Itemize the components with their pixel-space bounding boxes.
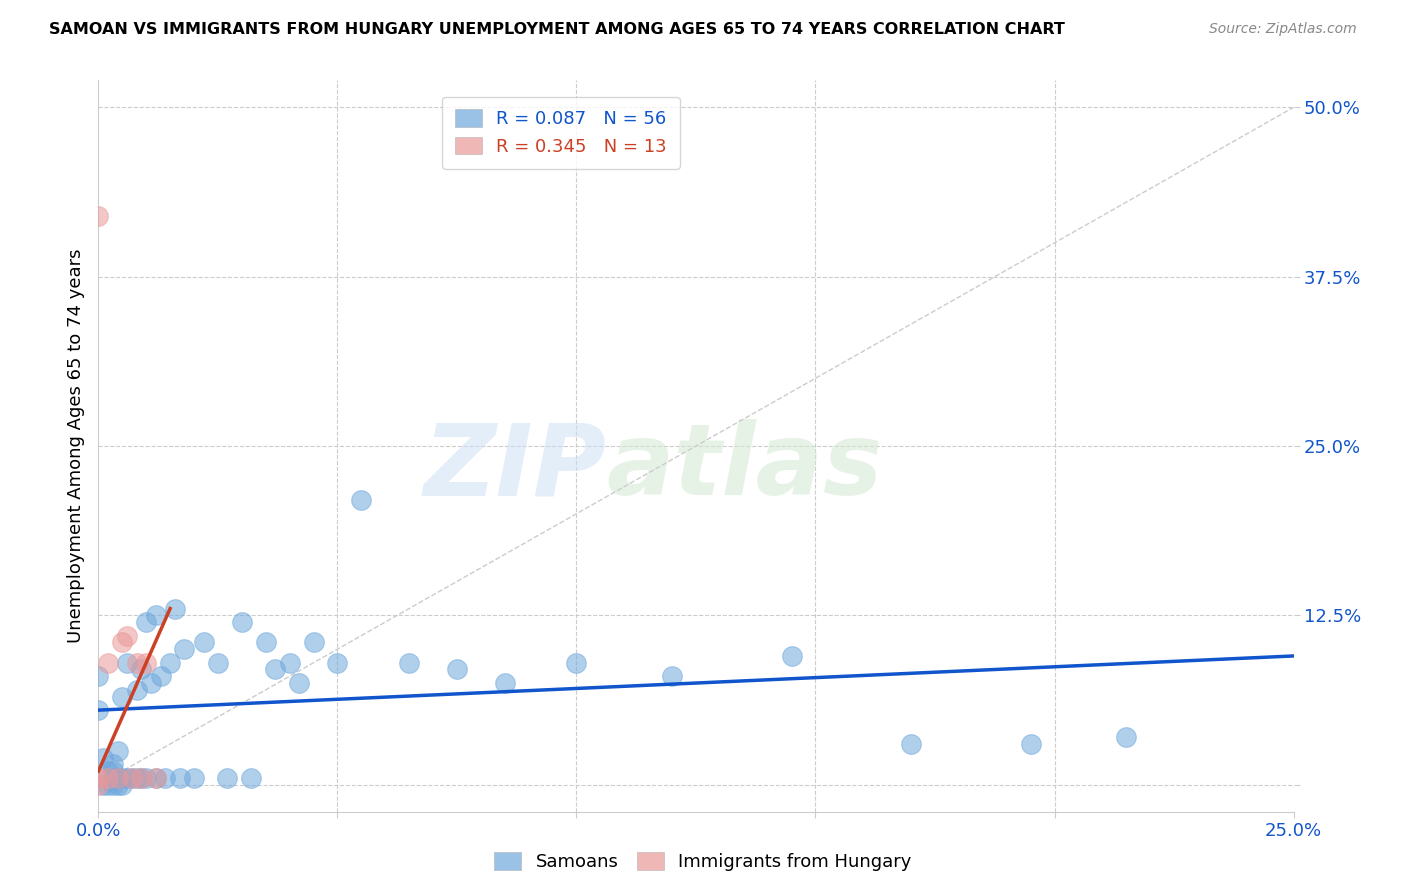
Point	[193, 635, 215, 649]
Point	[169, 771, 191, 785]
Point	[87, 209, 110, 223]
Point	[97, 778, 120, 792]
Text: ZIP: ZIP	[423, 419, 606, 516]
Point	[254, 635, 277, 649]
Point	[107, 744, 129, 758]
Point	[163, 601, 186, 615]
Point	[107, 771, 129, 785]
Point	[87, 778, 110, 792]
Point	[91, 750, 114, 764]
Point	[183, 771, 205, 785]
Point	[125, 656, 148, 670]
Point	[131, 771, 153, 785]
Point	[446, 663, 468, 677]
Point	[240, 771, 263, 785]
Point	[131, 663, 153, 677]
Point	[326, 656, 349, 670]
Legend: R = 0.087   N = 56, R = 0.345   N = 13: R = 0.087 N = 56, R = 0.345 N = 13	[441, 96, 679, 169]
Point	[278, 656, 301, 670]
Point	[115, 629, 138, 643]
Point	[159, 656, 181, 670]
Point	[149, 669, 172, 683]
Point	[139, 676, 162, 690]
Point	[131, 771, 153, 785]
Point	[494, 676, 516, 690]
Point	[900, 737, 922, 751]
Point	[91, 778, 114, 792]
Point	[107, 778, 129, 792]
Point	[101, 778, 124, 792]
Point	[780, 648, 803, 663]
Point	[565, 656, 588, 670]
Point	[398, 656, 420, 670]
Point	[288, 676, 311, 690]
Text: atlas: atlas	[606, 419, 883, 516]
Point	[115, 771, 138, 785]
Point	[97, 771, 120, 785]
Point	[97, 764, 120, 778]
Point	[97, 656, 120, 670]
Point	[231, 615, 253, 629]
Point	[111, 690, 134, 704]
Point	[155, 771, 177, 785]
Text: SAMOAN VS IMMIGRANTS FROM HUNGARY UNEMPLOYMENT AMONG AGES 65 TO 74 YEARS CORRELA: SAMOAN VS IMMIGRANTS FROM HUNGARY UNEMPL…	[49, 22, 1066, 37]
Point	[111, 771, 134, 785]
Point	[111, 778, 134, 792]
Point	[101, 764, 124, 778]
Point	[135, 771, 157, 785]
Point	[1019, 737, 1042, 751]
Point	[145, 771, 167, 785]
Legend: Samoans, Immigrants from Hungary: Samoans, Immigrants from Hungary	[486, 846, 920, 879]
Y-axis label: Unemployment Among Ages 65 to 74 years: Unemployment Among Ages 65 to 74 years	[66, 249, 84, 643]
Point	[107, 771, 129, 785]
Point	[87, 669, 110, 683]
Point	[207, 656, 229, 670]
Point	[1115, 730, 1137, 744]
Point	[145, 771, 167, 785]
Point	[121, 771, 143, 785]
Point	[661, 669, 683, 683]
Point	[264, 663, 287, 677]
Point	[111, 635, 134, 649]
Point	[121, 771, 143, 785]
Point	[217, 771, 239, 785]
Point	[101, 757, 124, 772]
Point	[135, 615, 157, 629]
Point	[135, 656, 157, 670]
Point	[350, 493, 373, 508]
Point	[87, 771, 110, 785]
Point	[87, 703, 110, 717]
Point	[115, 656, 138, 670]
Point	[125, 682, 148, 697]
Text: Source: ZipAtlas.com: Source: ZipAtlas.com	[1209, 22, 1357, 37]
Point	[302, 635, 325, 649]
Point	[173, 642, 195, 657]
Point	[145, 608, 167, 623]
Point	[101, 771, 124, 785]
Point	[125, 771, 148, 785]
